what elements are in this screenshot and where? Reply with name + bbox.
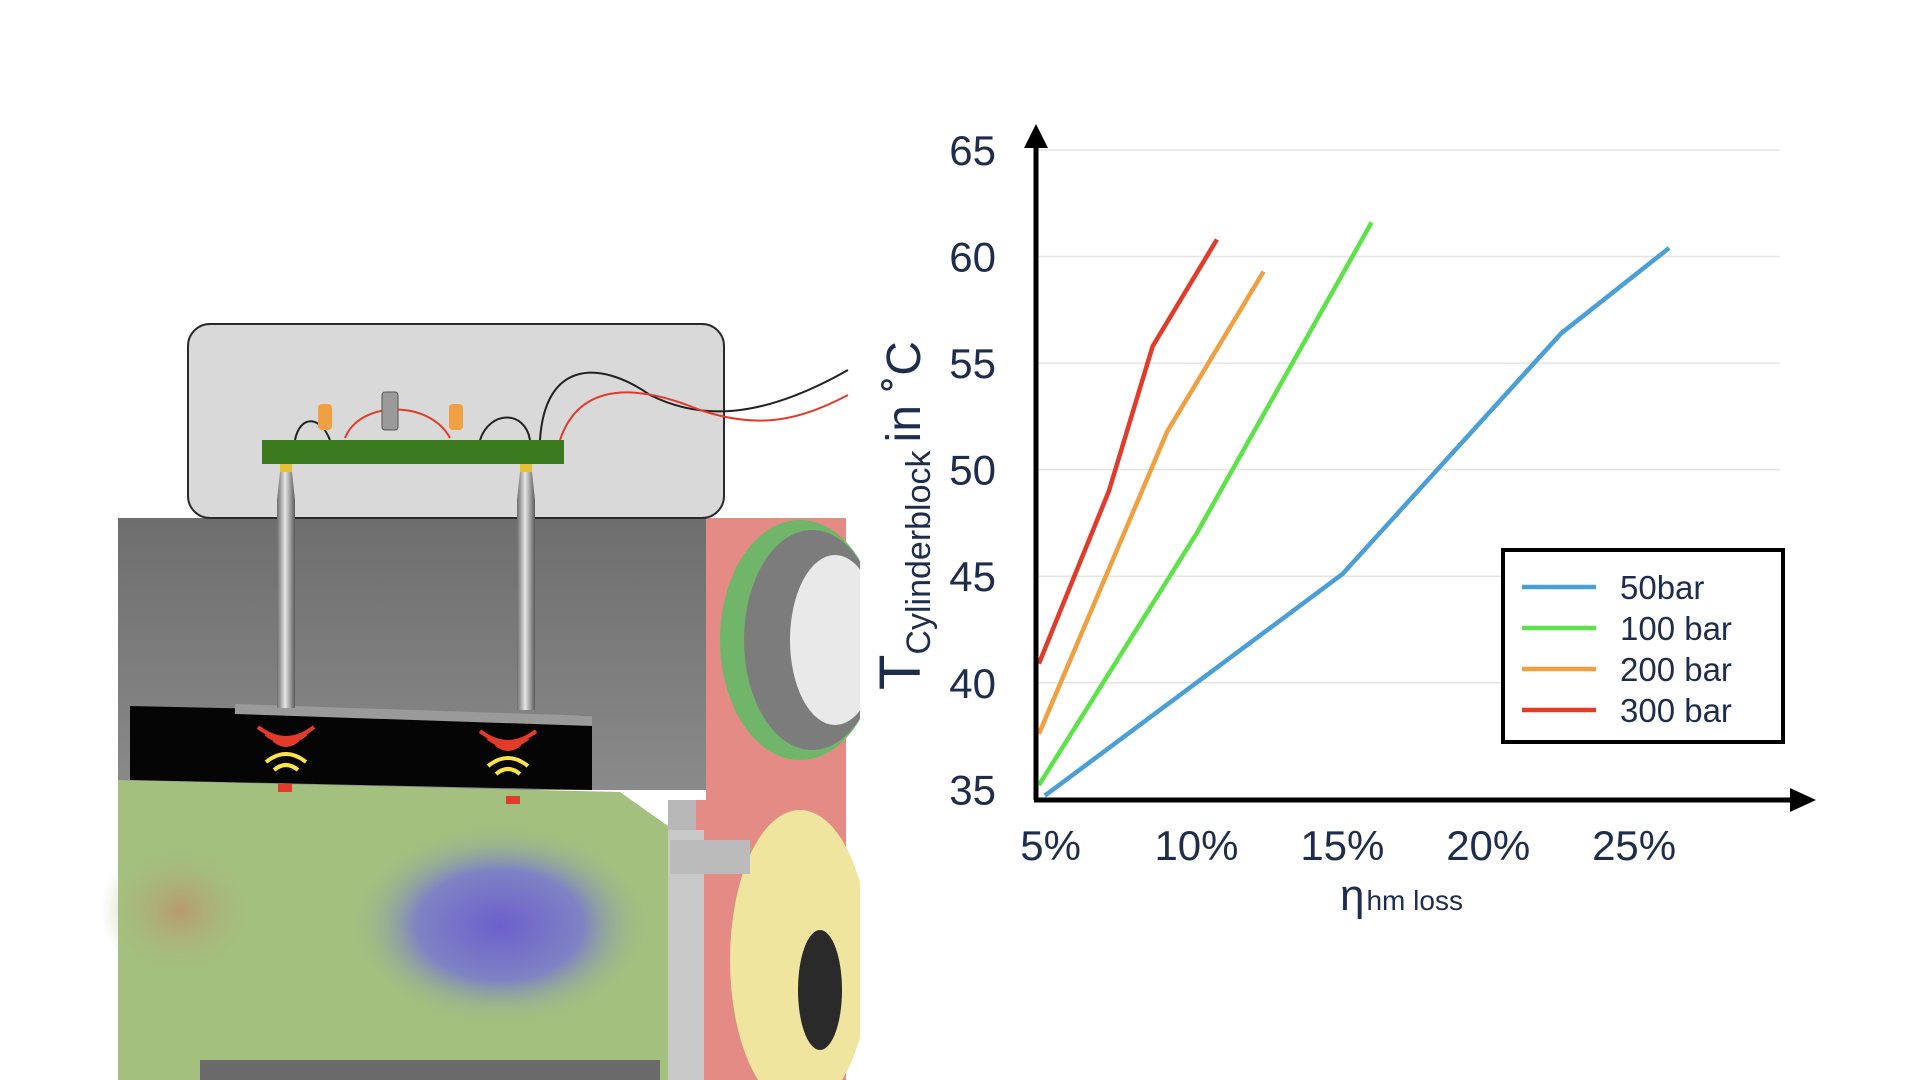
y-tick-label: 35 [949,766,996,813]
x-axis-arrow [1790,788,1816,812]
series-line-300bar [1036,238,1219,665]
series-line-100bar [1036,221,1374,787]
y-tick-label: 55 [949,340,996,387]
wireless-signal-icon [478,729,538,804]
x-tick-label: 10% [1154,822,1238,869]
y-tick-label: 65 [949,127,996,174]
x-tick-label: 15% [1300,822,1384,869]
circuit-board [262,440,564,464]
capacitor-left [318,404,332,430]
x-tick-labels: 5% 10% 15% 20% 25% [1020,822,1676,869]
y-tick-label: 45 [949,553,996,600]
y-axis-arrow [1024,124,1048,148]
legend-label: 300 bar [1620,692,1732,729]
y-axis-title-main: T [868,655,933,690]
y-axis-title: TCylinderblock in ˚C [868,341,938,690]
legend-label: 50bar [1620,569,1704,606]
x-axis-title-main: η [1340,871,1364,920]
x-tick-label: 5% [1020,822,1081,869]
y-tick-label: 50 [949,447,996,494]
crystal-component [381,391,399,431]
legend: 50bar 100 bar 200 bar 300 bar [1501,548,1785,744]
x-axis-title-sub: hm loss [1366,885,1462,916]
legend-label: 200 bar [1620,651,1732,688]
series-line-50bar [1043,246,1671,798]
x-tick-label: 25% [1592,822,1676,869]
x-axis-title: ηhm loss [1340,871,1463,920]
legend-label: 100 bar [1620,610,1732,647]
sensor-illustration [100,323,860,1080]
sensor-slot [130,706,592,790]
y-tick-label: 40 [949,660,996,707]
heatmap-region [100,780,668,1080]
sensor-rail [235,704,592,726]
gear-assembly [668,518,860,1080]
series-lines [1036,221,1671,798]
series-line-200bar [1036,270,1266,735]
probe-pins [277,472,535,710]
y-tick-label: 60 [949,234,996,281]
wireless-signal-icon [256,725,316,792]
y-tick-labels: 35 40 45 50 55 60 65 [949,127,996,813]
y-axis-title-sub: Cylinderblock [900,449,938,654]
capacitor-right [449,404,463,430]
x-tick-label: 20% [1446,822,1530,869]
y-axis-title-unit: in ˚C [878,341,931,442]
